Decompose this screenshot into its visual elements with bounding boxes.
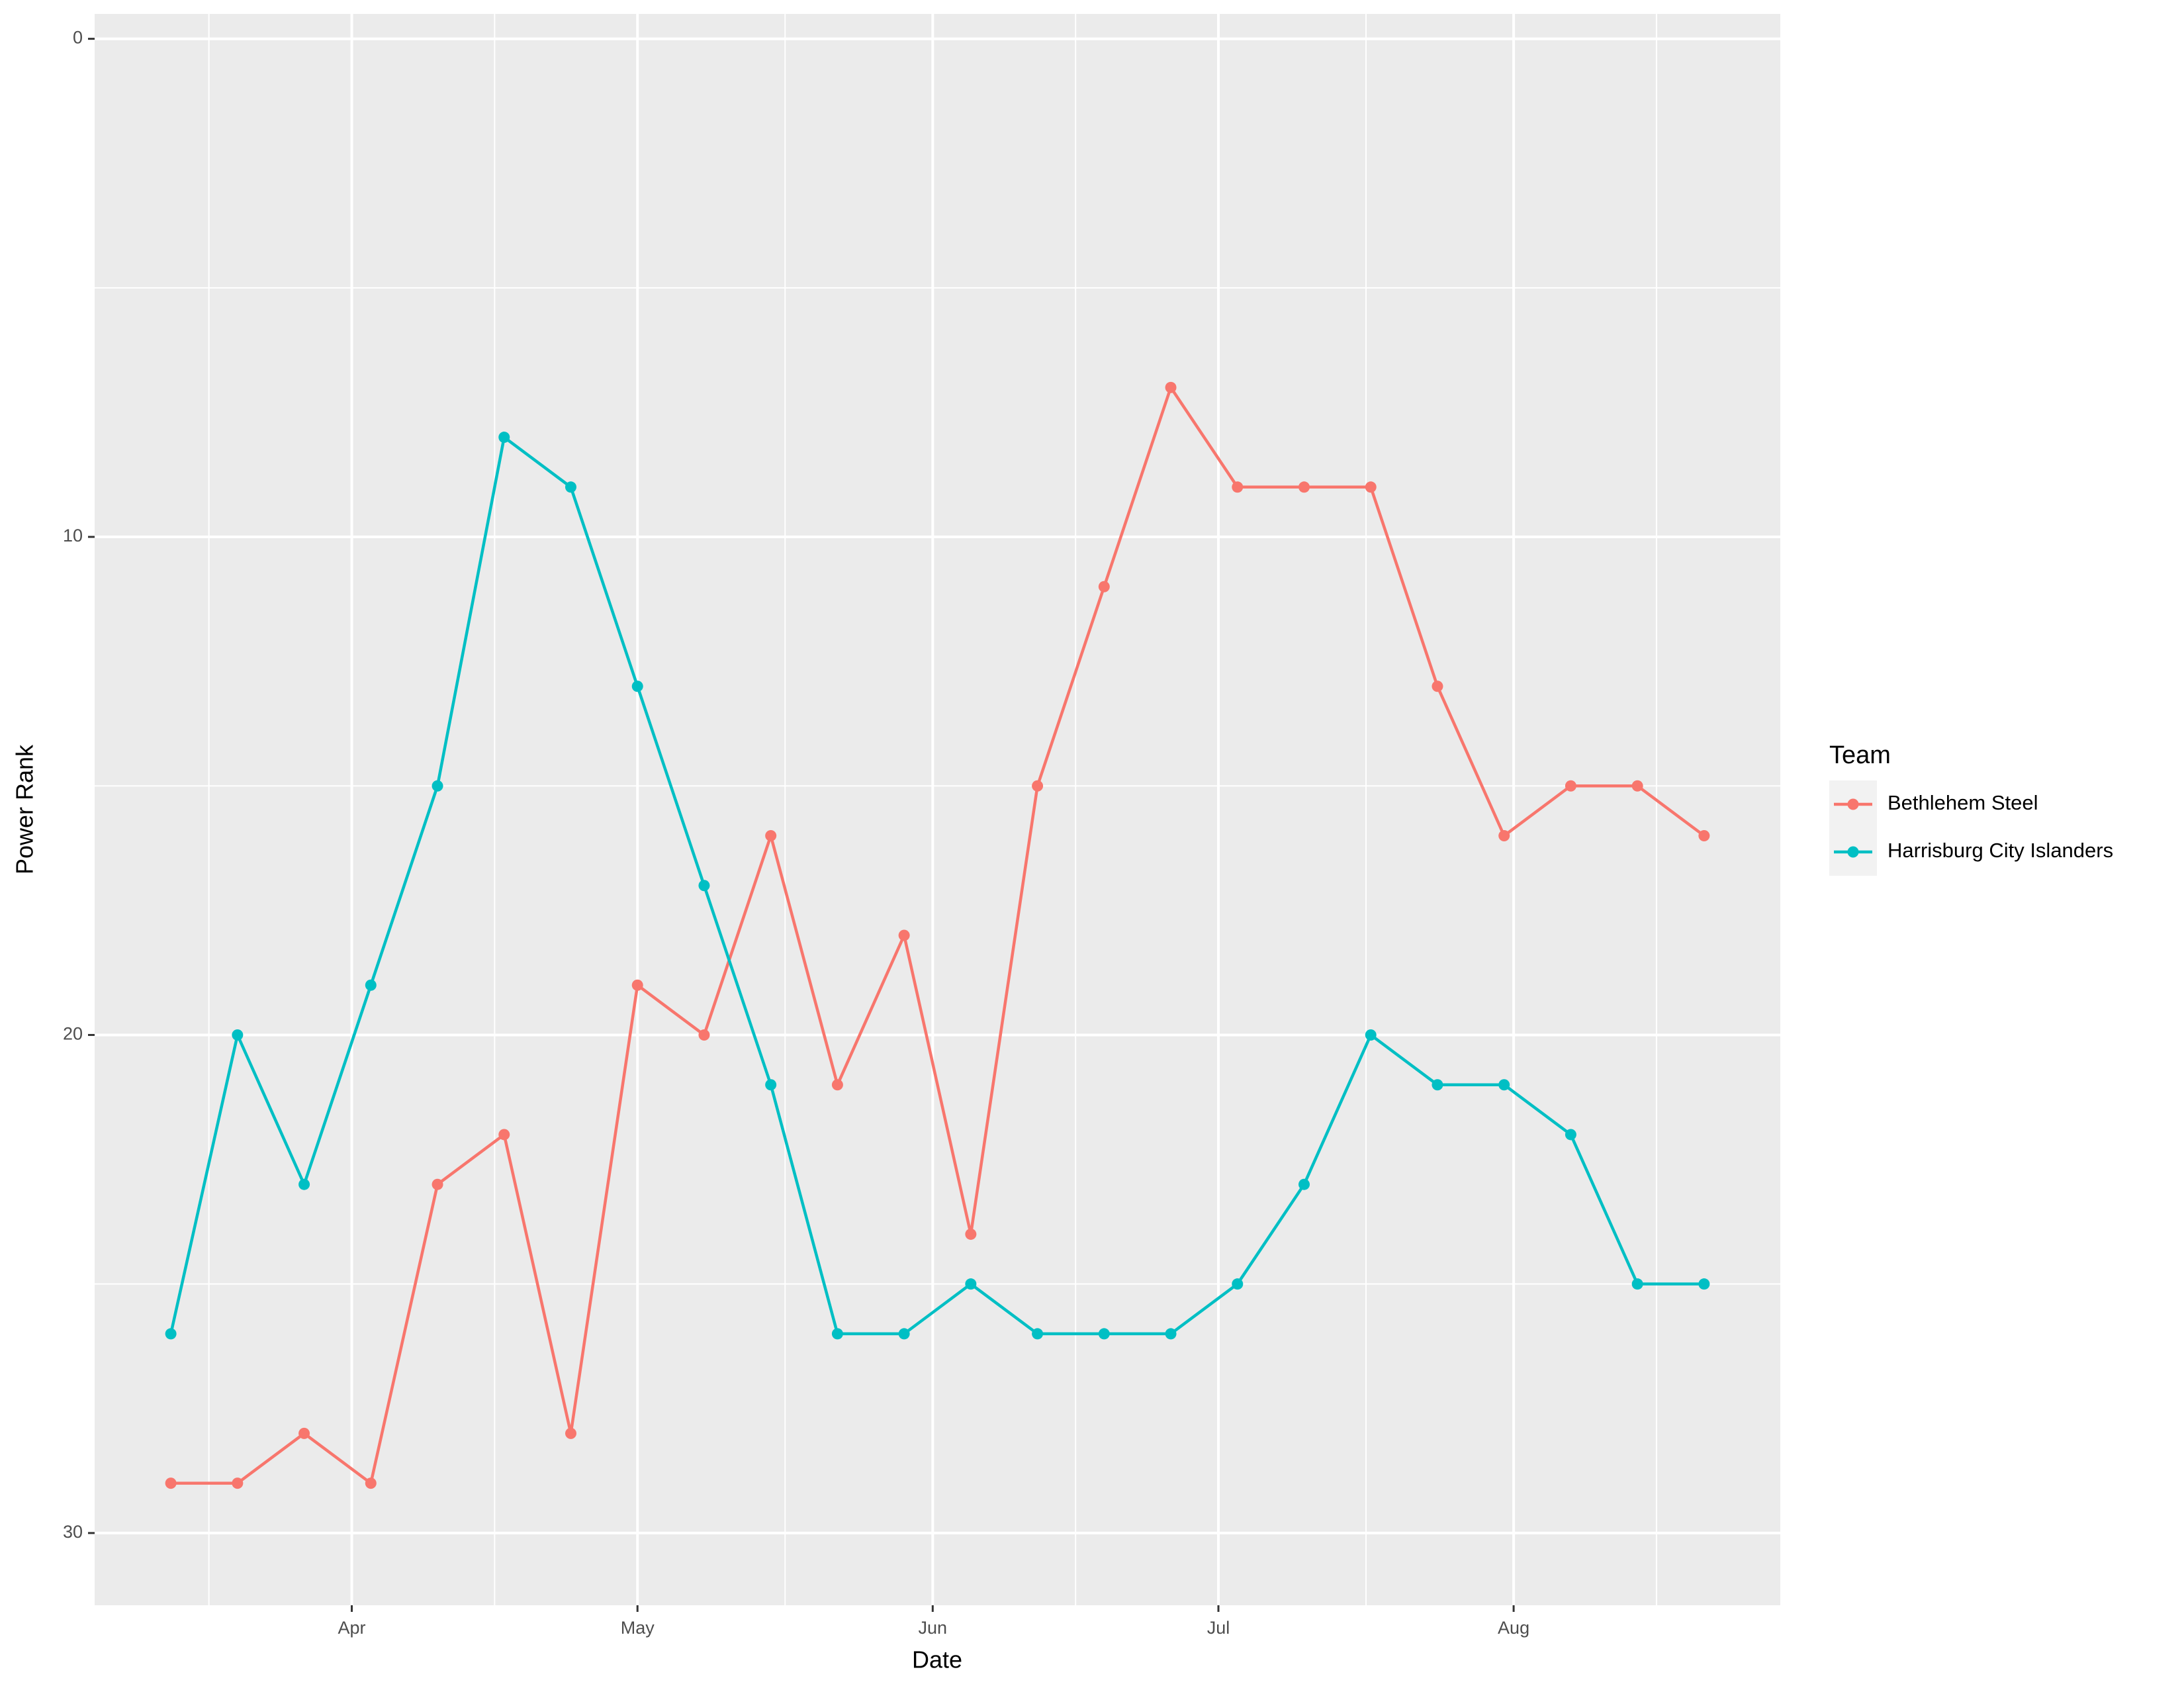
data-point [1032,780,1044,792]
data-point [1432,1079,1443,1091]
data-point [1032,1328,1044,1340]
data-point [1365,1029,1377,1041]
data-point [498,432,510,444]
y-tick-label: 30 [63,1522,83,1542]
data-point [965,1278,977,1290]
data-point [631,979,643,991]
series-line [169,434,1704,1336]
x-tick-label: May [621,1618,655,1638]
x-tick-label: Aug [1498,1618,1529,1638]
data-point [1298,1178,1310,1190]
data-point [1232,1278,1244,1290]
data-point [232,1029,244,1041]
x-axis-title: Date [912,1646,962,1673]
data-point [298,1178,310,1190]
data-point [432,1178,443,1190]
data-point [898,1328,910,1340]
data-point [698,1029,710,1041]
data-point [365,1477,377,1489]
data-point [1098,581,1110,592]
data-point [831,1328,843,1340]
legend-point [1847,798,1859,810]
legend-title: Team [1829,741,1891,769]
data-point [432,780,443,792]
y-tick-label: 0 [73,28,83,48]
data-point [1565,1129,1576,1141]
data-point [1698,830,1710,842]
y-tick-label: 20 [63,1024,83,1044]
data-point [965,1228,977,1240]
x-tick-label: Jul [1207,1618,1230,1638]
y-tick-label: 10 [63,526,83,545]
data-point [698,880,710,892]
data-point [831,1079,843,1091]
x-tick-label: Jun [919,1618,948,1638]
data-point [1498,1079,1510,1091]
data-point [631,680,643,692]
data-point [898,929,910,941]
data-point [165,1477,177,1489]
data-point [565,1427,576,1439]
data-point [1232,481,1244,493]
y-axis-title: Power Rank [11,744,38,874]
data-point [565,481,576,493]
data-point [232,1477,244,1489]
data-point [1165,1328,1177,1340]
plot-panel [95,14,1780,1605]
data-point [1298,481,1310,493]
data-point [1631,780,1643,792]
data-point [1698,1278,1710,1290]
data-point [1565,780,1576,792]
legend-label: Harrisburg City Islanders [1888,839,2113,862]
legend-point [1847,846,1859,858]
data-point [1098,1328,1110,1340]
data-point [1631,1278,1643,1290]
data-point [1365,481,1377,493]
data-point [165,1328,177,1340]
data-point [1165,381,1177,393]
series-line [171,384,1706,1486]
legend-label: Bethlehem Steel [1888,791,2038,814]
data-point [1432,680,1443,692]
data-point [765,830,777,842]
data-point [765,1079,777,1091]
data-point [1498,830,1510,842]
data-point [298,1427,310,1439]
data-point [365,979,377,991]
data-point [498,1129,510,1141]
x-tick-label: Apr [338,1618,366,1638]
